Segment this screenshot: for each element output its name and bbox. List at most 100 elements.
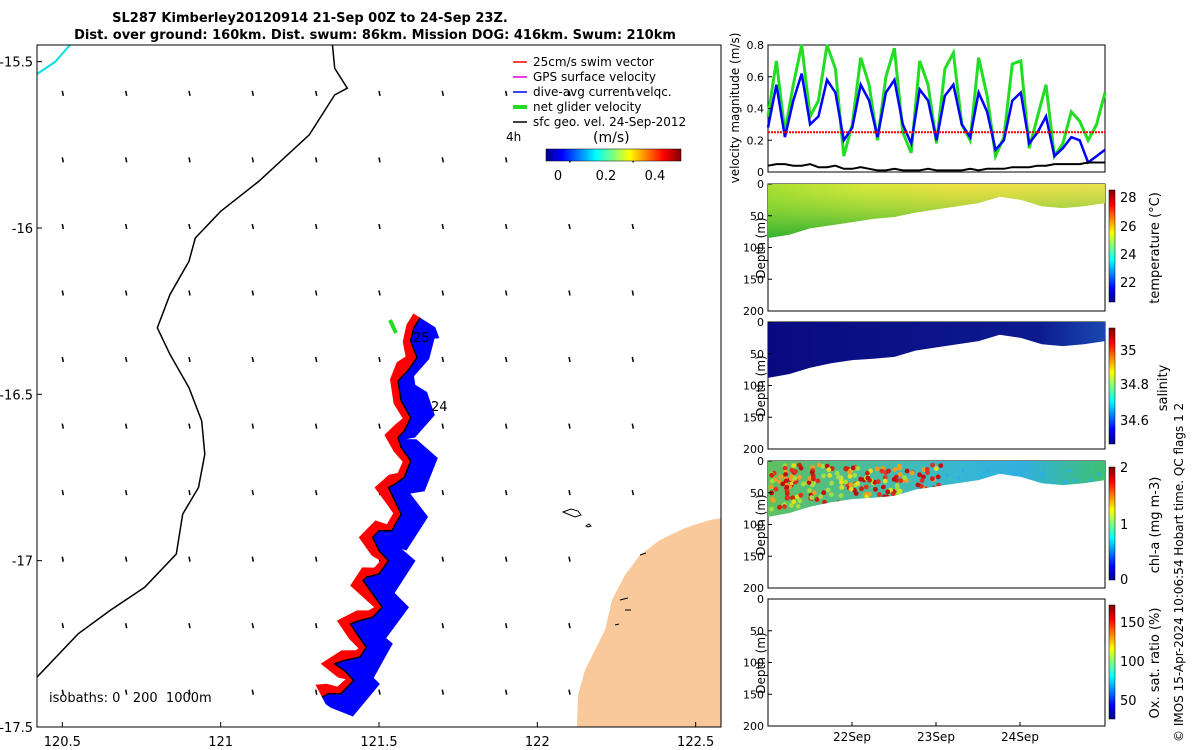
chlorophyll-sample xyxy=(909,470,915,476)
chlorophyll-sample xyxy=(843,479,849,485)
depth-tick-label: 150 xyxy=(743,550,764,563)
chlorophyll-sample xyxy=(814,497,820,502)
temperature-tick: 24 xyxy=(1120,248,1137,263)
chlorophyll-sample xyxy=(791,463,797,468)
geo-velocity-arrow xyxy=(441,223,445,230)
geo-velocity-arrow xyxy=(568,556,571,562)
salinity-tick: 35 xyxy=(1120,344,1137,359)
geo-velocity-arrow xyxy=(441,423,445,429)
map-x-tick-label: 122.5 xyxy=(677,735,714,750)
geo-velocity-arrow xyxy=(124,290,128,296)
geo-velocity-arrow xyxy=(378,356,381,363)
salinity-tick: 34.8 xyxy=(1120,378,1149,393)
colorbar-title: (m/s) xyxy=(593,130,630,146)
temperature-bottom-layer xyxy=(768,184,1105,238)
chlorophyll-sample xyxy=(826,467,832,473)
chlorophyll-panel: 0 50 100 150 200 Depth (m) 2 1 0 chl-a (mg m… xyxy=(743,455,1163,595)
geo-velocity-arrow xyxy=(314,223,318,230)
geo-velocity-arrow xyxy=(61,423,65,429)
chlorophyll-sample xyxy=(938,463,944,468)
geo-velocity-arrow xyxy=(631,90,635,97)
geo-velocity-arrow xyxy=(441,90,445,97)
legend-gps-velocity: GPS surface velocity xyxy=(513,70,656,84)
map-x-tick-label: 121.5 xyxy=(360,735,397,750)
chlorophyll-sample xyxy=(789,467,795,473)
glider-track xyxy=(315,313,440,717)
legend-label: net glider velocity xyxy=(533,100,641,114)
figure-title-line2: Dist. over ground: 160km. Dist. swum: 86… xyxy=(74,28,676,43)
geo-velocity-arrow xyxy=(314,689,318,695)
chlorophyll-sample xyxy=(771,498,777,503)
chlorophyll-colorbar-label: chl-a (mg m-3) xyxy=(1148,477,1163,574)
depth-label: Depth (m) xyxy=(754,217,768,278)
geo-velocity-arrow xyxy=(631,356,635,363)
chlorophyll-sample xyxy=(834,470,840,476)
chlorophyll-sample xyxy=(797,498,803,504)
chlorophyll-sample xyxy=(867,491,872,497)
figure-title-line1: SL287 Kimberley20120914 21-Sep 00Z to 24… xyxy=(112,11,508,26)
geo-velocity-arrow xyxy=(314,623,318,629)
salinity-tick: 34.6 xyxy=(1120,414,1149,429)
salinity-colorbar-label: salinity xyxy=(1156,364,1171,411)
chlorophyll-sample xyxy=(838,493,844,498)
geo-velocity-arrow xyxy=(568,290,571,296)
geo-velocity-arrow xyxy=(314,489,318,496)
chlorophyll-sample xyxy=(1063,480,1068,485)
temperature-colorbar-label: temperature (°C) xyxy=(1148,192,1163,304)
chlorophyll-sample xyxy=(956,476,961,480)
geo-velocity-arrow xyxy=(568,356,571,363)
chlorophyll-sample xyxy=(902,475,907,480)
chlorophyll-sample xyxy=(885,489,891,495)
chlorophyll-sample xyxy=(780,481,786,487)
track-map: 25 24 120.5 121 121.5 122 122.5 -15.5 -16 -16.… xyxy=(0,44,722,750)
chlorophyll-sample xyxy=(855,466,861,471)
map-legend: 25cm/s swim vector GPS surface velocity … xyxy=(506,55,686,146)
velocity-y-axis: 0 0.2 0.4 0.6 0.8 xyxy=(747,39,772,179)
geo-velocity-arrow xyxy=(441,556,445,562)
depth-tick-label: 200 xyxy=(743,443,764,456)
chlorophyll-sample xyxy=(784,491,790,497)
geo-velocity-arrow xyxy=(188,223,191,230)
depth-tick-label: 200 xyxy=(743,305,764,318)
temperature-tick: 28 xyxy=(1120,191,1137,206)
chlorophyll-sample xyxy=(809,495,815,500)
geo-velocity-arrow xyxy=(124,90,128,97)
geo-velocity-arrow xyxy=(251,157,255,163)
geo-velocity-arrow xyxy=(124,356,128,363)
geo-velocity-arrow xyxy=(188,556,191,562)
chlorophyll-sample xyxy=(806,480,812,485)
geo-velocity-arrow xyxy=(441,489,445,496)
chlorophyll-sample xyxy=(882,478,888,484)
map-y-tick-label: -16 xyxy=(12,222,33,237)
chlorophyll-sample xyxy=(815,478,821,484)
depth-tick-label: 0 xyxy=(757,455,764,468)
geo-velocity-arrow xyxy=(378,689,381,695)
chlorophyll-sample xyxy=(1089,478,1093,482)
geo-velocity-arrow xyxy=(504,489,508,496)
chlorophyll-sample xyxy=(919,478,925,483)
chlorophyll-sample xyxy=(807,488,812,493)
geo-velocity-arrow xyxy=(188,423,191,429)
chlorophyll-sample xyxy=(847,473,853,479)
depth-tick-label: 100 xyxy=(743,657,764,670)
depth-tick-label: 100 xyxy=(743,242,764,255)
depth-label: Depth (m) xyxy=(754,632,768,693)
geo-velocity-arrow xyxy=(251,623,255,629)
chlorophyll-sample xyxy=(921,474,926,480)
velocity-series xyxy=(766,44,1107,172)
chlorophyll-sample xyxy=(915,482,921,488)
velocity-y-tick-label: 0.2 xyxy=(747,134,765,147)
chlorophyll-sample xyxy=(769,478,775,484)
geo-velocity-arrow xyxy=(61,223,65,230)
island-outline xyxy=(561,508,582,518)
isobaths-label: isobaths: 0 200 1000m xyxy=(49,691,212,706)
chlorophyll-sample xyxy=(792,476,798,481)
geo-velocity-arrow xyxy=(61,489,65,496)
legend-label: 25cm/s swim vector xyxy=(533,55,654,69)
chlorophyll-sample xyxy=(769,506,774,512)
geo-velocity-arrow xyxy=(504,423,508,429)
geo-velocity-arrow xyxy=(441,157,445,163)
depth-tick-label: 100 xyxy=(743,380,764,393)
geo-velocity-arrow xyxy=(504,689,508,695)
chlorophyll-sample xyxy=(961,468,965,473)
